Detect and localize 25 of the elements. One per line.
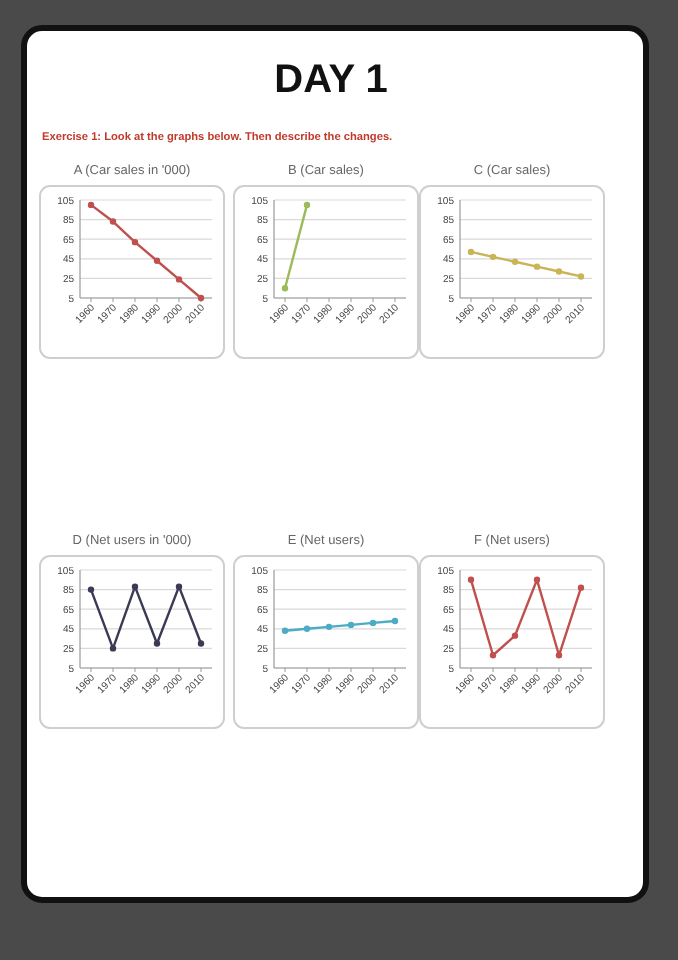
point bbox=[87, 201, 95, 209]
point bbox=[489, 253, 497, 261]
point bbox=[511, 632, 519, 639]
point bbox=[175, 583, 183, 590]
point bbox=[511, 258, 519, 265]
line-series bbox=[87, 201, 205, 302]
point bbox=[175, 276, 183, 283]
point bbox=[153, 640, 161, 647]
point bbox=[109, 218, 117, 225]
point bbox=[153, 257, 161, 264]
point bbox=[577, 273, 585, 280]
point bbox=[489, 652, 497, 659]
point bbox=[87, 586, 95, 593]
point bbox=[555, 268, 563, 275]
point bbox=[467, 576, 475, 583]
point bbox=[131, 238, 139, 246]
point bbox=[533, 263, 541, 270]
text: DAY 1 bbox=[274, 58, 388, 102]
point bbox=[197, 640, 205, 647]
point bbox=[533, 576, 541, 583]
point bbox=[109, 645, 117, 652]
point bbox=[577, 584, 585, 591]
point bbox=[555, 652, 563, 659]
point bbox=[467, 248, 475, 256]
point bbox=[131, 583, 139, 590]
